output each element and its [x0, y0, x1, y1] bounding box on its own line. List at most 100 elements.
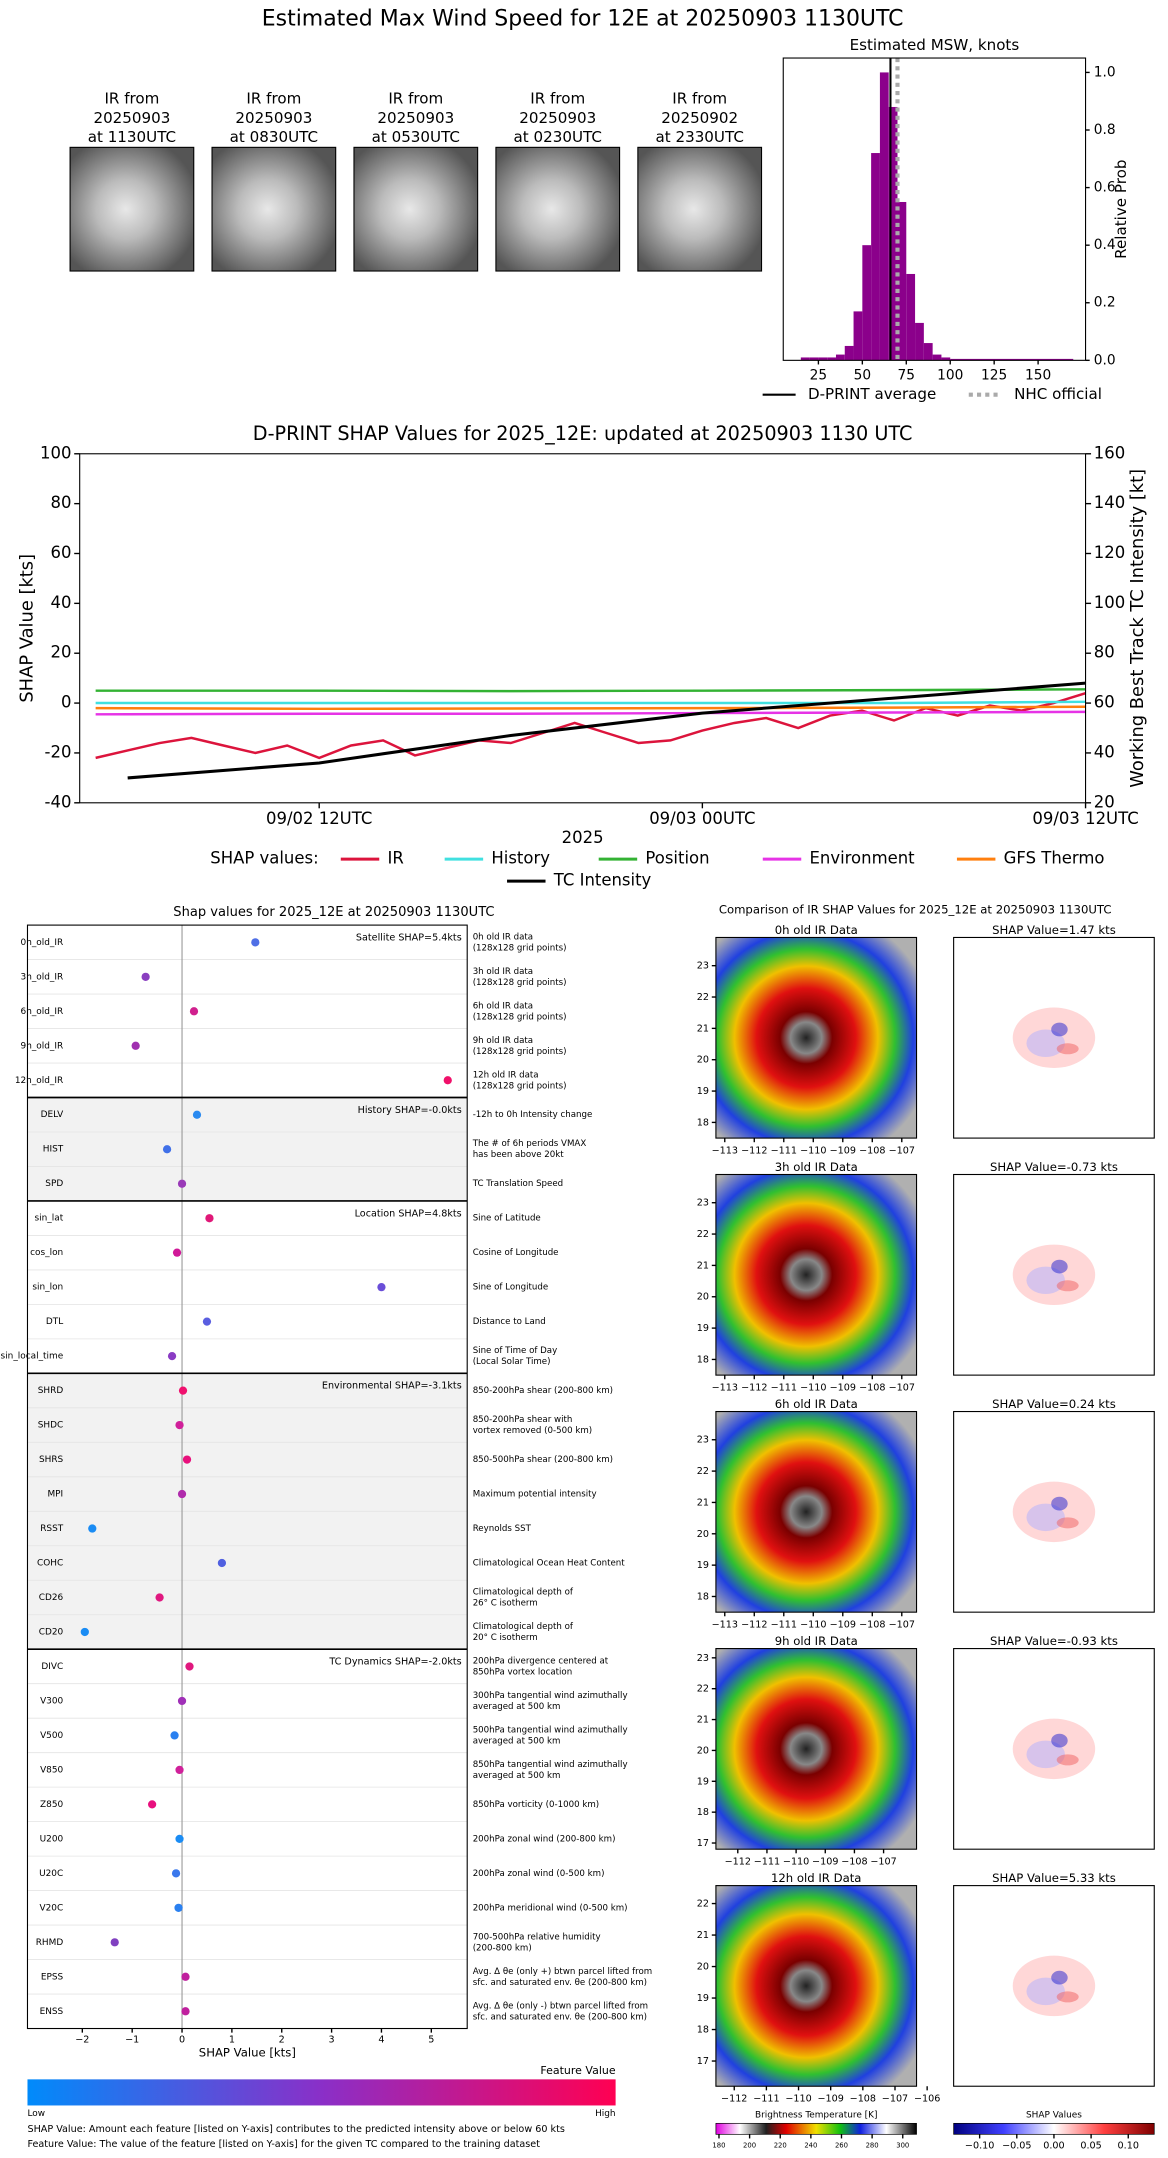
x-tick-label: −107	[870, 1857, 896, 1868]
panel-title: 3h old IR Data	[775, 1160, 858, 1174]
feature-description: Climatological depth of	[473, 1587, 574, 1597]
x-tick-label: −107	[882, 2094, 908, 2105]
panel-title: SHAP Value=-0.73 kts	[990, 1160, 1118, 1174]
feature-dot	[202, 1317, 212, 1326]
series-line	[95, 705, 1086, 711]
feature-colorbar	[27, 2079, 616, 2106]
x-tick-label: −111	[771, 1145, 797, 1156]
legend-label: NHC official	[1014, 385, 1102, 403]
group-title: Environmental SHAP=-3.1kts	[322, 1381, 462, 1392]
feature-dot	[181, 2007, 190, 2016]
histogram-bar	[915, 322, 924, 361]
x-tick-label: −112	[725, 1857, 751, 1868]
x-tick-label: −108	[841, 1857, 867, 1868]
feature-dot	[80, 1627, 89, 1637]
legend-label: GFS Thermo	[1004, 849, 1105, 868]
x-tick-label: −109	[817, 2094, 843, 2105]
y-tick-label: 20	[50, 643, 71, 662]
feature-dot	[177, 1179, 187, 1188]
x-tick-label: −1	[125, 2035, 139, 2046]
y-tick-label: 21	[697, 1260, 709, 1271]
thumbnail-title: at 2330UTC	[655, 128, 743, 146]
feature-dot	[167, 1351, 177, 1361]
thumbnail-title: 20250903	[93, 109, 170, 127]
histogram-bar	[818, 357, 828, 361]
feature-description: (128x128 grid points)	[473, 943, 567, 953]
feature-dot	[185, 1662, 194, 1671]
feature-name: U200	[40, 1834, 64, 1844]
shap-blob	[1051, 1496, 1068, 1511]
y-tick-label: 23	[697, 1653, 709, 1664]
legend-label: D-PRINT average	[808, 385, 936, 403]
legend-label: History	[491, 849, 550, 868]
y-axis-label: SHAP Value [kts]	[16, 554, 37, 703]
histogram-bar	[871, 153, 880, 361]
feature-description: Sine of Time of Day	[473, 1346, 558, 1356]
y-tick-label: 20	[697, 1292, 709, 1303]
panel-title: 6h old IR Data	[775, 1397, 858, 1411]
shap-blob	[1026, 1029, 1065, 1058]
feature-description: has been above 20kt	[473, 1150, 565, 1160]
chart-title: Shap values for 2025_12E at 20250903 113…	[173, 905, 494, 920]
x-tick-label: 100	[937, 367, 963, 383]
legend-label: Environment	[809, 849, 915, 868]
panel-title: 12h old IR Data	[771, 1871, 861, 1885]
feature-description: 500hPa tangential wind azimuthally	[473, 1725, 628, 1735]
feature-description: sfc. and saturated env. θe (200-800 km)	[473, 2012, 647, 2022]
thumbnail-title: 20250903	[377, 109, 454, 127]
feature-name: 3h_old_IR	[21, 972, 64, 982]
histogram-bar	[853, 311, 863, 361]
thumbnail-title: IR from	[672, 90, 727, 108]
y-tick-label: 20	[697, 1745, 709, 1756]
feature-dot	[377, 1283, 386, 1292]
feature-name: CD20	[39, 1627, 64, 1637]
feature-description: 200hPa zonal wind (0-500 km)	[473, 1869, 605, 1879]
group-title: TC Dynamics SHAP=-2.0kts	[328, 1657, 461, 1668]
histogram-bar	[835, 354, 845, 361]
feature-description: 850-200hPa shear (200-800 km)	[473, 1386, 613, 1396]
x-tick-label: −108	[859, 1145, 885, 1156]
feature-description: 850hPa tangential wind azimuthally	[473, 1760, 628, 1770]
feature-name: COHC	[37, 1559, 63, 1569]
feature-description: (128x128 grid points)	[473, 1012, 567, 1022]
shap-blob	[1056, 1280, 1079, 1292]
feature-dot	[162, 1145, 172, 1154]
feature-description: 200hPa meridional wind (0-500 km)	[473, 1903, 628, 1913]
feature-dot	[131, 1041, 140, 1050]
group-band	[27, 1097, 468, 1201]
x-tick-label: 150	[1025, 367, 1051, 383]
thumbnail-title: 20250903	[519, 109, 596, 127]
chart-title: D-PRINT SHAP Values for 2025_12E: update…	[253, 422, 913, 445]
histogram-bar	[844, 345, 854, 361]
x-tick-label: −113	[712, 1382, 738, 1393]
thumbnail-image	[211, 146, 337, 272]
y-tick-label: -40	[45, 792, 72, 811]
x-tick-label: 50	[854, 367, 871, 383]
y-tick-label: 22	[697, 1899, 709, 1910]
feature-description: Avg. Δ θe (only -) btwn parcel lifted fr…	[473, 2001, 648, 2011]
histogram-bar	[923, 343, 933, 361]
feature-name: SHRD	[38, 1386, 64, 1396]
colorbar-tick-label: 200	[743, 2141, 756, 2149]
feature-name: EPSS	[41, 1972, 64, 1982]
y-tick-label: 0.2	[1094, 295, 1116, 311]
feature-name: CD26	[39, 1593, 64, 1603]
feature-dot	[141, 972, 150, 981]
feature-name: HIST	[43, 1145, 64, 1155]
x-tick-label: −107	[889, 1620, 915, 1631]
colorbar-tick-label: 280	[866, 2141, 879, 2149]
colorbar-tick-label: 220	[774, 2141, 787, 2149]
feature-name: DTL	[46, 1317, 63, 1327]
feature-dot	[110, 1938, 119, 1947]
y-tick-label: 19	[697, 1323, 709, 1334]
y-tick-label: 40	[50, 593, 71, 612]
x-tick-label: 09/03 12UTC	[1032, 809, 1138, 828]
x-tick-label: 09/03 00UTC	[649, 809, 755, 828]
x-tick-label: −109	[830, 1620, 856, 1631]
feature-description: 0h old IR data	[473, 932, 533, 942]
x-tick-label: −110	[783, 1857, 809, 1868]
y2-tick-label: 160	[1094, 443, 1125, 462]
group-title: Satellite SHAP=5.4kts	[356, 932, 462, 943]
feature-dot	[177, 1489, 187, 1499]
feature-dot	[178, 1386, 188, 1395]
